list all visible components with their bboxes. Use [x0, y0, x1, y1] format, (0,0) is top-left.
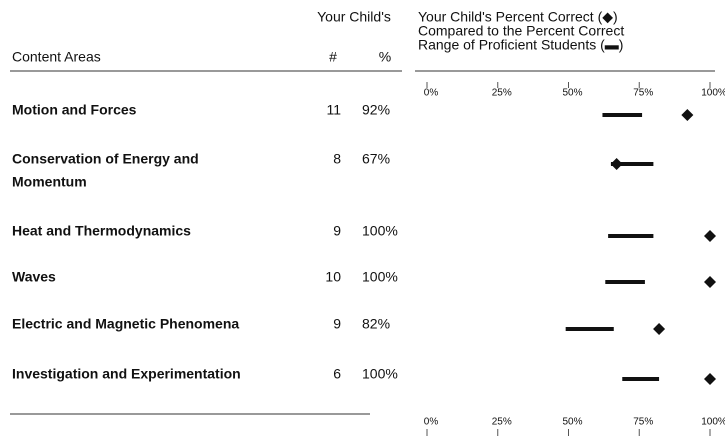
- area-name: Conservation of Energy and: [12, 151, 199, 167]
- count: 6: [333, 366, 341, 382]
- percent: 100%: [362, 223, 398, 239]
- percent: 92%: [362, 102, 390, 118]
- area-name: Investigation and Experimentation: [12, 366, 241, 382]
- group-header: Your Child's: [317, 9, 391, 25]
- x-tick-label: 75%: [633, 417, 653, 428]
- count: 9: [333, 316, 341, 332]
- percent: 67%: [362, 151, 390, 167]
- x-tick-label: 25%: [492, 88, 512, 99]
- area-name: Momentum: [12, 174, 87, 190]
- percent: 82%: [362, 316, 390, 332]
- percent: 100%: [362, 366, 398, 382]
- count: 10: [325, 269, 341, 285]
- child-percent: [704, 373, 716, 385]
- x-tick-label: 50%: [562, 88, 582, 99]
- percent: 100%: [362, 269, 398, 285]
- area-header: Content Areas: [12, 49, 101, 65]
- x-tick-label: 0%: [424, 417, 439, 428]
- count-header: #: [329, 49, 337, 65]
- x-tick-label: 100%: [701, 417, 725, 428]
- child-percent: [704, 230, 716, 242]
- child-percent: [681, 109, 694, 121]
- area-name: Waves: [12, 269, 56, 285]
- x-tick-label: 75%: [633, 88, 653, 99]
- x-tick-label: 25%: [492, 417, 512, 428]
- area-name: Heat and Thermodynamics: [12, 223, 191, 239]
- x-tick-label: 100%: [701, 88, 725, 99]
- child-percent: [653, 323, 666, 335]
- x-tick-label: 0%: [424, 88, 439, 99]
- area-name: Electric and Magnetic Phenomena: [12, 316, 239, 332]
- x-tick-label: 50%: [562, 417, 582, 428]
- count: 8: [333, 151, 341, 167]
- chart-header: Your Child's Percent Correct (◆): [418, 9, 618, 25]
- area-name: Motion and Forces: [12, 102, 137, 118]
- count: 11: [326, 102, 341, 118]
- child-percent: [610, 158, 623, 170]
- child-percent: [704, 276, 716, 288]
- chart-header: Range of Proficient Students (▬): [418, 37, 623, 53]
- count: 9: [333, 223, 341, 239]
- percent-header: %: [379, 49, 391, 65]
- chart-header: Compared to the Percent Correct: [418, 23, 624, 39]
